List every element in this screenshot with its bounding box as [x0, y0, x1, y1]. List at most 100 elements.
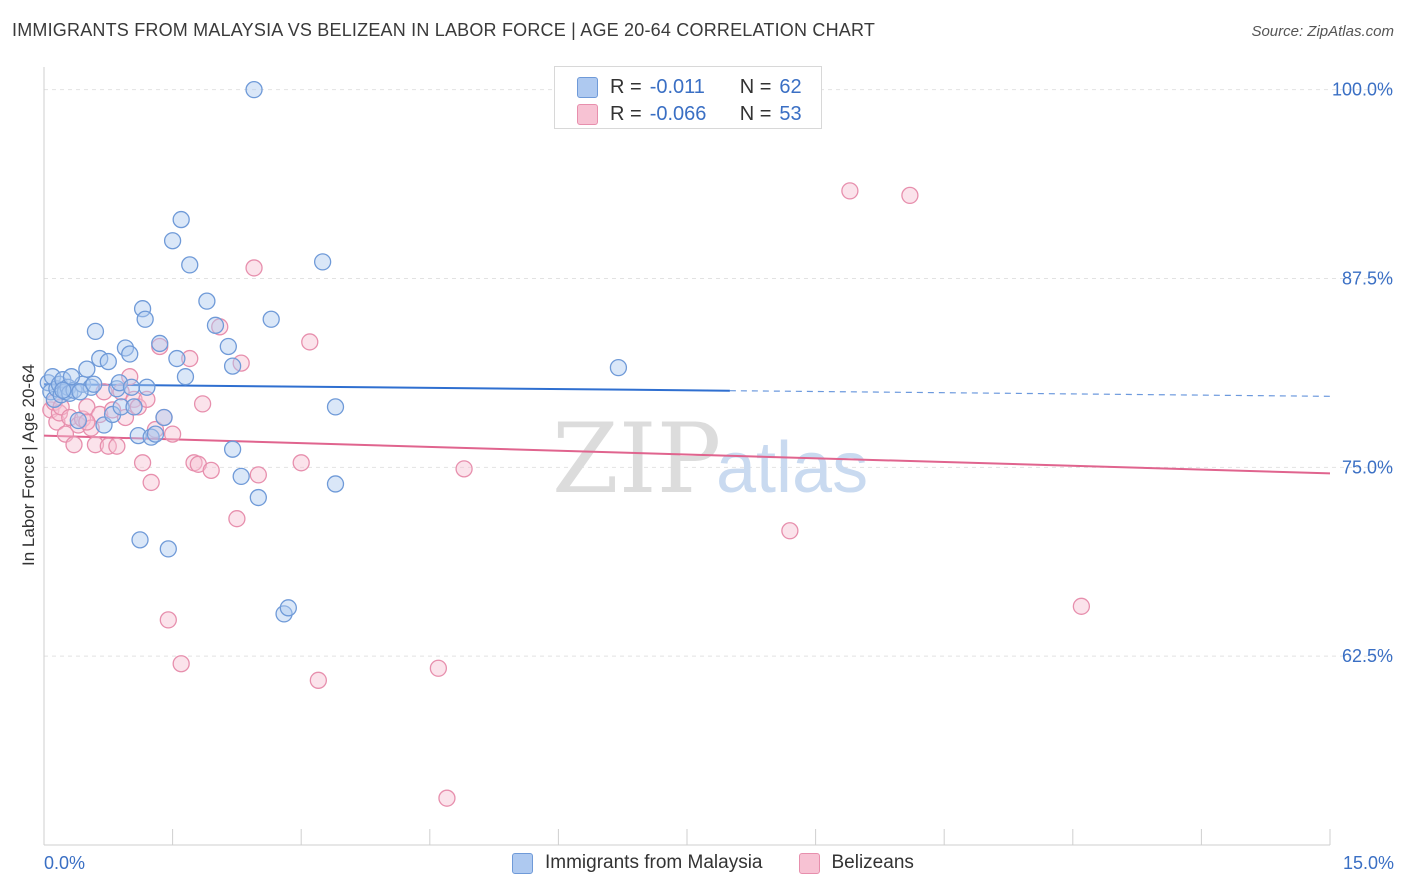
- malaysia-point: [71, 383, 89, 401]
- malaysia-point: [131, 531, 149, 549]
- malaysia-point: [262, 310, 280, 328]
- belizeans-trend-line: [43, 434, 1331, 475]
- belizeans-point: [841, 182, 859, 200]
- malaysia-points: [39, 81, 628, 623]
- malaysia-point: [138, 378, 156, 396]
- malaysia-point: [69, 411, 87, 430]
- legend-row-belizeans: R = -0.066 N = 53: [577, 102, 802, 126]
- belizeans-point: [1072, 597, 1091, 615]
- x-tick-label-min: 0.0%: [44, 853, 86, 873]
- malaysia-point: [245, 81, 263, 99]
- malaysia-point: [223, 440, 242, 458]
- malaysia-point: [121, 345, 139, 363]
- malaysia-point: [86, 322, 105, 341]
- belizeans-swatch: [798, 852, 820, 874]
- belizeans-point: [781, 522, 799, 540]
- belizeans-point: [455, 460, 473, 478]
- belizeans-point: [91, 405, 109, 424]
- belizeans-point: [159, 611, 177, 629]
- malaysia-point: [54, 381, 72, 399]
- malaysia-point: [159, 540, 177, 558]
- belizeans-point: [138, 390, 156, 408]
- belizeans-point: [121, 368, 139, 386]
- belizeans-point: [142, 473, 160, 492]
- legend-label: Immigrants from Malaysia: [545, 852, 763, 873]
- malaysia-point: [219, 337, 237, 356]
- n-value: 62: [779, 75, 802, 98]
- belizeans-point: [172, 655, 190, 673]
- malaysia-point: [136, 310, 154, 328]
- series-legend: Immigrants from Malaysia Belizeans: [512, 852, 950, 874]
- y-tick-labels: 62.5% 75.0% 87.5% 100.0%: [1332, 80, 1393, 667]
- belizeans-point: [901, 186, 919, 205]
- malaysia-point: [99, 352, 117, 371]
- malaysia-trend-extension: [729, 390, 1331, 397]
- y-tick-label: 100.0%: [1332, 80, 1393, 100]
- malaysia-point: [82, 378, 100, 396]
- r-value: -0.011: [649, 75, 705, 98]
- y-tick-label: 87.5%: [1342, 268, 1393, 288]
- y-tick-label: 75.0%: [1342, 457, 1393, 477]
- source-label: Source: ZipAtlas.com: [1251, 23, 1394, 40]
- watermark-zip: ZIP: [552, 403, 721, 515]
- n-label: N =: [739, 75, 772, 98]
- malaysia-point: [168, 349, 186, 368]
- belizeans-point: [309, 671, 327, 689]
- malaysia-point: [609, 358, 628, 377]
- watermark: ZIP atlas: [552, 403, 868, 515]
- correlation-legend: R = -0.011 N = 62 R = -0.066 N = 53: [554, 66, 822, 129]
- malaysia-point: [249, 488, 267, 507]
- belizeans-point: [163, 425, 182, 443]
- legend-row-malaysia: R = -0.011 N = 62: [577, 75, 802, 99]
- belizeans-swatch: [577, 103, 598, 125]
- malaysia-point: [313, 253, 332, 271]
- belizeans-point: [78, 398, 96, 416]
- axes: [43, 67, 1331, 846]
- malaysia-point: [326, 475, 345, 493]
- belizeans-point: [65, 436, 83, 454]
- belizeans-points: [42, 182, 1091, 807]
- belizeans-point: [228, 510, 246, 528]
- malaysia-swatch: [577, 76, 598, 98]
- watermark-atlas: atlas: [716, 428, 868, 508]
- belizeans-point: [245, 259, 263, 277]
- malaysia-point: [176, 368, 195, 386]
- malaysia-point: [232, 467, 250, 486]
- malaysia-point: [133, 300, 152, 318]
- malaysia-point: [172, 210, 190, 229]
- n-label: N =: [739, 102, 772, 125]
- belizeans-point: [438, 789, 456, 807]
- belizeans-point: [429, 659, 448, 677]
- r-label: R =: [610, 102, 642, 125]
- belizeans-point: [181, 349, 199, 368]
- n-value: 53: [779, 102, 802, 125]
- gridlines: [44, 89, 1394, 657]
- malaysia-point: [326, 398, 345, 416]
- belizeans-point: [133, 454, 152, 472]
- malaysia-point: [163, 232, 182, 250]
- malaysia-point: [198, 292, 216, 310]
- belizeans-point: [193, 395, 212, 413]
- malaysia-point: [151, 334, 169, 353]
- malaysia-trend-line: [43, 383, 730, 392]
- legend-item-belizeans[interactable]: Belizeans: [798, 852, 914, 874]
- malaysia-point: [206, 316, 225, 334]
- belizeans-point: [86, 436, 105, 454]
- malaysia-point: [62, 368, 81, 386]
- malaysia-point: [112, 398, 130, 416]
- r-value: -0.066: [649, 102, 707, 125]
- belizeans-point: [249, 466, 267, 484]
- belizeans-point: [78, 413, 96, 431]
- r-label: R =: [610, 75, 642, 98]
- malaysia-point: [85, 375, 103, 393]
- belizeans-point: [292, 454, 310, 472]
- trend-lines: [43, 383, 1331, 475]
- belizeans-point: [202, 461, 220, 480]
- y-tick-label: 62.5%: [1342, 646, 1393, 666]
- malaysia-point: [223, 357, 242, 375]
- malaysia-point: [181, 256, 199, 274]
- malaysia-point: [78, 360, 96, 378]
- legend-label: Belizeans: [831, 852, 914, 873]
- legend-item-malaysia[interactable]: Immigrants from Malaysia: [512, 852, 763, 874]
